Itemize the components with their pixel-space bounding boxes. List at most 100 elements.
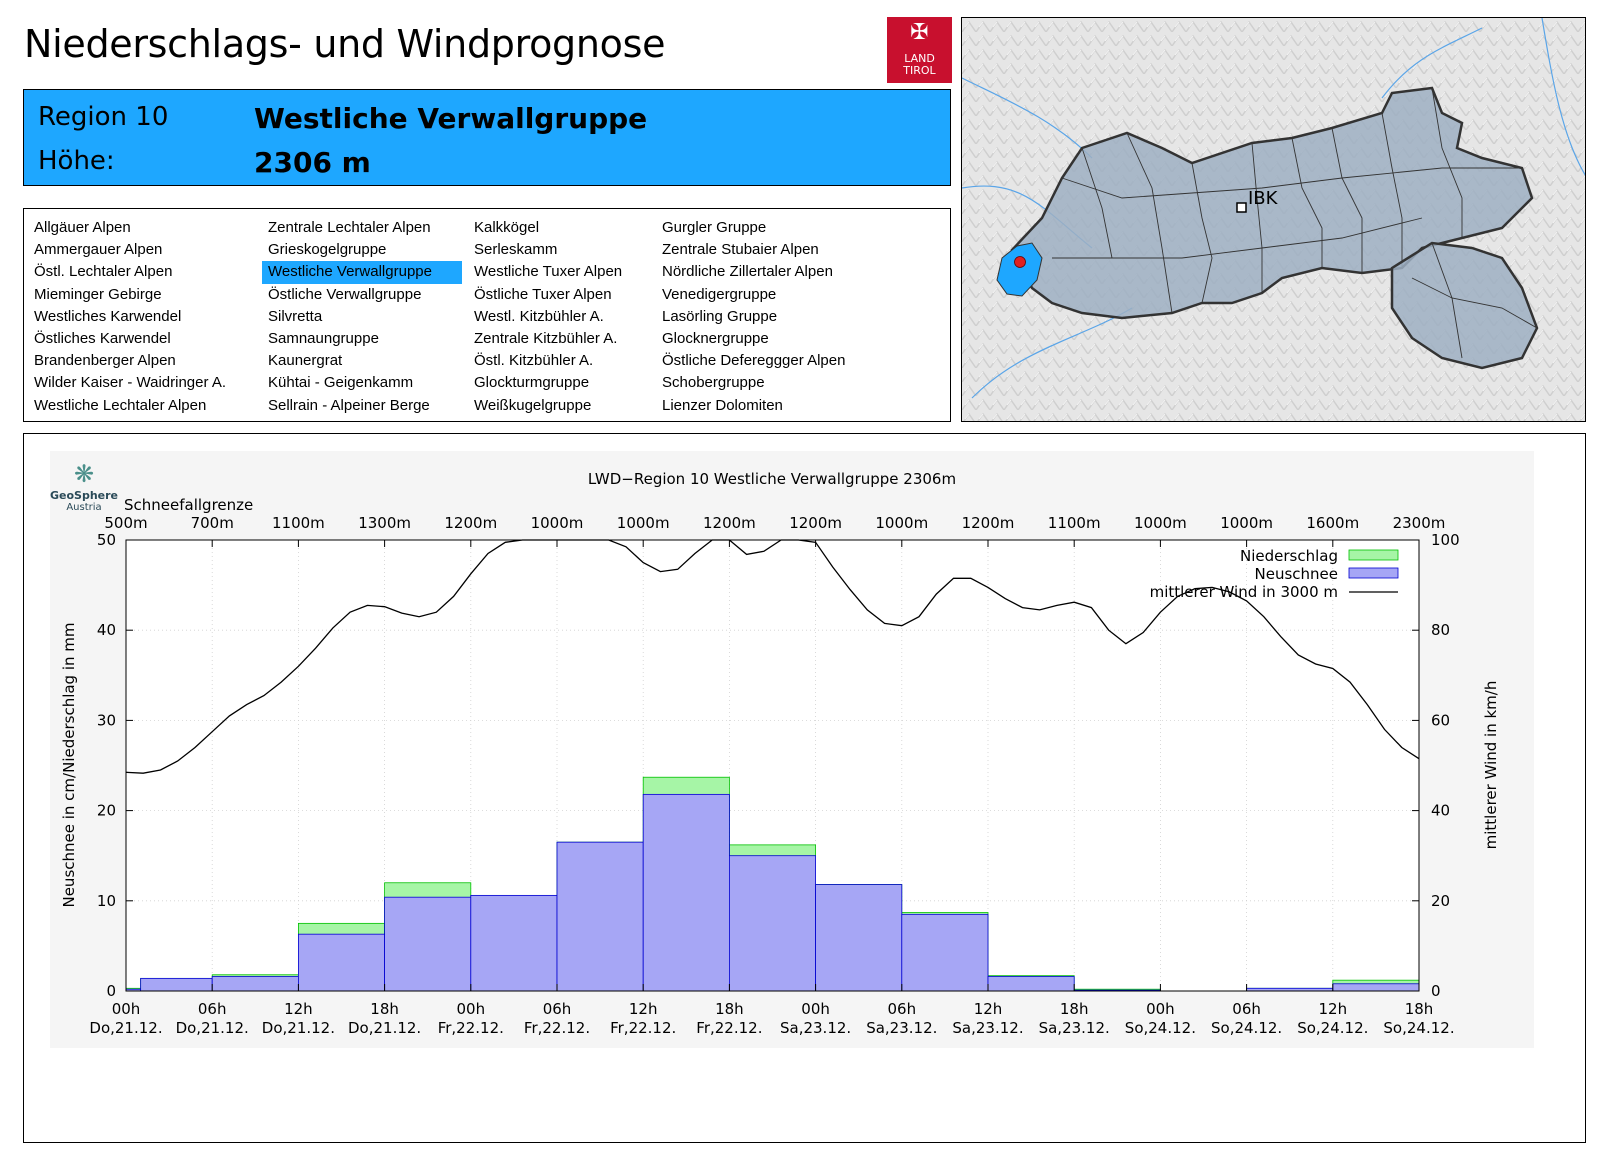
region-label: Region 10 bbox=[38, 102, 169, 132]
region-link[interactable]: Östliche Tuxer Alpen bbox=[474, 285, 612, 303]
x-tick-label-day: Do,21.12. bbox=[348, 1019, 421, 1037]
region-link[interactable]: Gurgler Gruppe bbox=[662, 219, 767, 236]
y-tick-label: 50 bbox=[97, 531, 116, 549]
x-tick-label-hour: 12h bbox=[629, 1000, 658, 1018]
region-link[interactable]: Lasörling Gruppe bbox=[662, 307, 778, 325]
neuschnee-bar bbox=[140, 977, 213, 992]
region-link[interactable]: Westliche Lechtaler Alpen bbox=[34, 396, 207, 414]
x-tick-label-day: So,24.12. bbox=[1297, 1019, 1368, 1037]
region-link[interactable]: Östl. Lechtaler Alpen bbox=[34, 263, 173, 281]
region-link[interactable]: Nördliche Zillertaler Alpen bbox=[662, 263, 833, 281]
region-link[interactable]: Östl. Kitzbühler A. bbox=[474, 352, 594, 370]
legend-label-wind: mittlerer Wind in 3000 m bbox=[1150, 583, 1338, 601]
region-link[interactable]: Mieminger Gebirge bbox=[34, 285, 162, 303]
region-link[interactable]: Glocknergruppe bbox=[662, 329, 769, 347]
region-link[interactable]: Westl. Kitzbühler A. bbox=[474, 307, 604, 325]
region-link[interactable]: Westliche Tuxer Alpen bbox=[474, 263, 623, 281]
region-link[interactable]: Westliches Karwendel bbox=[34, 307, 182, 325]
region-link[interactable]: Östliche Verwallgruppe bbox=[268, 285, 422, 303]
neuschnee-bar bbox=[901, 913, 989, 992]
x-tick-label-hour: 00h bbox=[457, 1000, 486, 1018]
region-link[interactable]: Schobergruppe bbox=[662, 374, 765, 392]
snowline-label: 1000m bbox=[1220, 514, 1273, 532]
region-link[interactable]: Kühtai - Geigenkamm bbox=[268, 374, 414, 392]
y-tick-label: 40 bbox=[97, 621, 116, 639]
legend: Niederschlag Neuschnee mittlerer Wind in… bbox=[1150, 547, 1399, 601]
x-tick-label-day: So,24.12. bbox=[1211, 1019, 1282, 1037]
region-link[interactable]: Grieskogelgruppe bbox=[268, 241, 387, 259]
region-list-column-4: Gurgler Gruppe Zentrale Stubaier Alpen N… bbox=[662, 217, 851, 417]
region-link[interactable]: Zentrale Kitzbühler A. bbox=[474, 329, 618, 347]
legend-swatch-neuschnee bbox=[1348, 567, 1399, 579]
region-link[interactable]: Östliche Defereggger Alpen bbox=[662, 352, 846, 370]
forecast-chart: 0102030405002040608010000hDo,21.12.500m0… bbox=[50, 451, 1534, 1048]
tirol-map: IBK bbox=[961, 17, 1586, 422]
y2-tick-label: 0 bbox=[1431, 982, 1441, 1000]
region-link[interactable]: Zentrale Stubaier Alpen bbox=[662, 241, 819, 259]
region-link[interactable]: Ammergauer Alpen bbox=[34, 241, 163, 259]
region-list-column-2: Zentrale Lechtaler Alpen Grieskogelgrupp… bbox=[262, 217, 462, 417]
height-label: Höhe: bbox=[38, 146, 115, 176]
region-link[interactable]: Wilder Kaiser - Waidringer A. bbox=[34, 374, 226, 392]
x-tick-label-hour: 18h bbox=[1405, 1000, 1434, 1018]
region-link[interactable]: Weißkugelgruppe bbox=[474, 396, 592, 414]
snowline-title: Schneefallgrenze bbox=[124, 496, 253, 514]
geosphere-logo: ❋ GeoSphere Austria bbox=[49, 459, 119, 513]
y-tick-label: 10 bbox=[97, 892, 116, 910]
x-tick-label-hour: 00h bbox=[112, 1000, 141, 1018]
y2-tick-label: 40 bbox=[1431, 802, 1450, 820]
neuschnee-bar bbox=[987, 976, 1075, 992]
region-link[interactable]: Serleskamm bbox=[474, 241, 558, 259]
snowline-label: 1000m bbox=[617, 514, 670, 532]
x-tick-label-day: Fr,22.12. bbox=[610, 1019, 676, 1037]
region-link[interactable]: Glockturmgruppe bbox=[474, 374, 590, 392]
snowline-label: 1000m bbox=[875, 514, 928, 532]
neuschnee-bar bbox=[642, 793, 730, 992]
x-tick-label-hour: 06h bbox=[543, 1000, 572, 1018]
region-link[interactable]: Silvretta bbox=[268, 307, 323, 325]
legend-swatch-niederschlag bbox=[1348, 549, 1399, 561]
region-link[interactable]: Venedigergruppe bbox=[662, 285, 777, 303]
region-link[interactable]: Sellrain - Alpeiner Berge bbox=[268, 396, 430, 414]
x-tick-label-day: Fr,22.12. bbox=[438, 1019, 504, 1037]
y-tick-label: 20 bbox=[97, 802, 116, 820]
region-name: Westliche Verwallgruppe bbox=[254, 102, 648, 135]
x-tick-label-hour: 00h bbox=[1146, 1000, 1175, 1018]
neuschnee-bar bbox=[729, 855, 817, 992]
x-tick-label-hour: 06h bbox=[198, 1000, 227, 1018]
eagle-icon: ✠ bbox=[910, 20, 929, 45]
x-tick-label-day: Sa,23.12. bbox=[780, 1019, 851, 1037]
region-link[interactable]: Allgäuer Alpen bbox=[34, 219, 131, 236]
region-link[interactable]: Kaunergrat bbox=[268, 352, 343, 370]
neuschnee-bar bbox=[470, 894, 558, 992]
region-link[interactable]: Östliches Karwendel bbox=[34, 329, 171, 347]
snowline-label: 1200m bbox=[444, 514, 497, 532]
y2-tick-label: 20 bbox=[1431, 892, 1450, 910]
x-tick-label-hour: 06h bbox=[888, 1000, 917, 1018]
geosphere-sub: Austria bbox=[66, 502, 102, 513]
logo-line1: LAND bbox=[904, 52, 935, 65]
x-tick-label-hour: 00h bbox=[801, 1000, 830, 1018]
forecast-chart-panel: 0 10 20 30 40 50 0 20 40 60 80 100 00h Do,21.12. 500m 0… bbox=[23, 433, 1586, 1143]
region-link[interactable]: Lienzer Dolomiten bbox=[662, 396, 783, 414]
x-tick-label-day: Do,21.12. bbox=[176, 1019, 249, 1037]
neuschnee-bar bbox=[297, 933, 385, 992]
region-link-active[interactable]: Westliche Verwallgruppe bbox=[262, 261, 462, 284]
region-link[interactable]: Brandenberger Alpen bbox=[34, 352, 176, 370]
x-tick-label-hour: 18h bbox=[715, 1000, 744, 1018]
legend-label-neuschnee: Neuschnee bbox=[1255, 565, 1339, 583]
x-tick-label-hour: 12h bbox=[1319, 1000, 1348, 1018]
region-link[interactable]: Samnaungruppe bbox=[268, 329, 379, 347]
snowline-label: 1000m bbox=[531, 514, 584, 532]
x-tick-label-day: Fr,22.12. bbox=[524, 1019, 590, 1037]
region-link[interactable]: Zentrale Lechtaler Alpen bbox=[268, 219, 431, 236]
wind-line bbox=[125, 539, 1420, 774]
logo-line2: TIROL bbox=[903, 64, 936, 77]
x-tick-label-hour: 06h bbox=[1232, 1000, 1261, 1018]
chart-title: LWD−Region 10 Westliche Verwallgruppe 23… bbox=[588, 470, 956, 488]
region-link[interactable]: Kalkkögel bbox=[474, 219, 540, 236]
page-title: Niederschlags- und Windprognose bbox=[24, 22, 666, 66]
x-tick-label-day: Do,21.12. bbox=[89, 1019, 162, 1037]
region-list-column-3: Kalkkögel Serleskamm Westliche Tuxer Alp… bbox=[474, 217, 628, 417]
snowline-label: 1000m bbox=[1134, 514, 1187, 532]
